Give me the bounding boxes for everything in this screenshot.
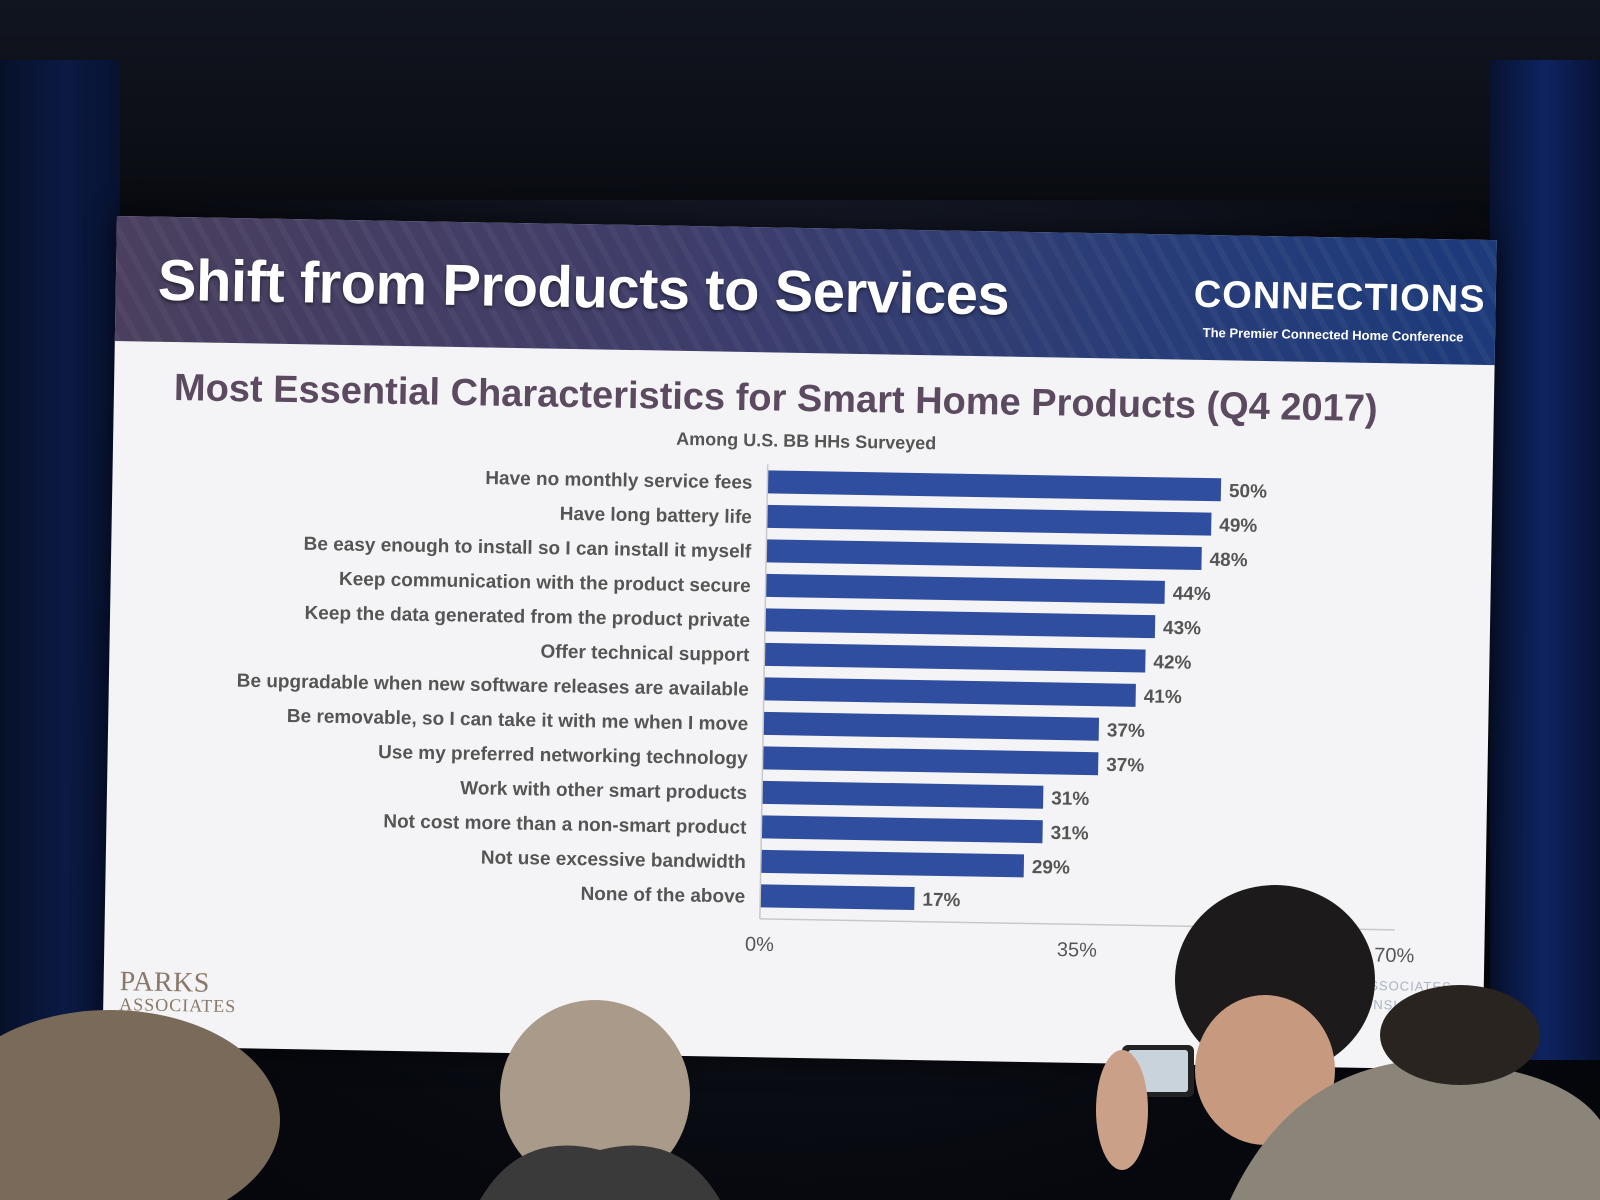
- bar: [761, 780, 1044, 809]
- category-label: Have long battery life: [560, 504, 753, 528]
- bar: [760, 849, 1025, 878]
- audience-hand: [1096, 1050, 1148, 1170]
- value-label: 37%: [1106, 755, 1144, 777]
- bar: [760, 884, 915, 911]
- x-axis-line: [759, 918, 1395, 931]
- value-label: 49%: [1219, 515, 1257, 537]
- audience-body-center: [480, 1145, 720, 1200]
- category-label: Use my preferred networking technology: [378, 742, 748, 769]
- room-ceiling: [0, 0, 1600, 200]
- bar: [763, 677, 1136, 707]
- value-label: 17%: [922, 890, 960, 912]
- category-label: Be easy enough to install so I can insta…: [303, 534, 752, 563]
- value-label: 43%: [1163, 618, 1201, 640]
- category-label: Work with other smart products: [460, 778, 747, 804]
- category-label: Not use excessive bandwidth: [481, 847, 746, 873]
- stage-curtain-left: [0, 60, 120, 1060]
- bar: [765, 573, 1165, 604]
- value-label: 31%: [1050, 823, 1088, 845]
- stage-curtain-right: [1490, 60, 1600, 1060]
- footer-copyright: KS ASSOCIATES ECTIONSUS.COM: [1328, 975, 1452, 1015]
- category-label: Not cost more than a non-smart product: [383, 811, 747, 838]
- category-label: Be upgradable when new software releases…: [237, 671, 749, 701]
- value-label: 31%: [1051, 788, 1089, 810]
- category-label: Keep communication with the product secu…: [339, 569, 751, 597]
- bar: [767, 470, 1222, 502]
- category-label: Be removable, so I can take it with me w…: [287, 706, 749, 735]
- bar: [766, 504, 1212, 536]
- audience-body-right: [1230, 1060, 1600, 1200]
- projection-screen: Shift from Products to Services CONNECTI…: [102, 216, 1497, 1070]
- bar: [766, 539, 1202, 570]
- parks-associates-logo: PARKS ASSOCIATES: [119, 966, 237, 1017]
- bar: [763, 711, 1100, 741]
- bar-chart: Have no monthly service fees 50% Have long…: [237, 464, 1415, 968]
- x-tick-label: 35%: [1057, 939, 1098, 962]
- bar: [764, 608, 1156, 639]
- value-label: 29%: [1032, 857, 1070, 879]
- y-axis-line: [759, 464, 769, 919]
- category-label: None of the above: [580, 884, 745, 908]
- x-tick-label: 70%: [1374, 945, 1415, 968]
- bars-group: Have no monthly service fees 50% Have long…: [237, 468, 1268, 912]
- x-tick-label: 0%: [745, 934, 775, 957]
- category-label: Have no monthly service fees: [485, 468, 752, 494]
- footer-right-line2: ECTIONSUS.COM: [1328, 996, 1452, 1014]
- value-label: 44%: [1173, 583, 1211, 605]
- value-label: 48%: [1209, 550, 1247, 572]
- value-label: 37%: [1107, 720, 1145, 742]
- category-label: Offer technical support: [540, 641, 750, 666]
- footer-logo-line1: PARKS: [119, 966, 211, 999]
- bar: [764, 642, 1146, 673]
- category-label: Keep the data generated from the product…: [304, 603, 750, 632]
- value-label: 50%: [1229, 481, 1267, 503]
- bar: [761, 815, 1043, 844]
- footer-logo-line2: ASSOCIATES: [119, 994, 237, 1017]
- value-label: 42%: [1153, 652, 1191, 674]
- value-label: 41%: [1144, 686, 1182, 708]
- footer-right-line1: KS ASSOCIATES: [1336, 977, 1452, 995]
- bar: [762, 746, 1099, 776]
